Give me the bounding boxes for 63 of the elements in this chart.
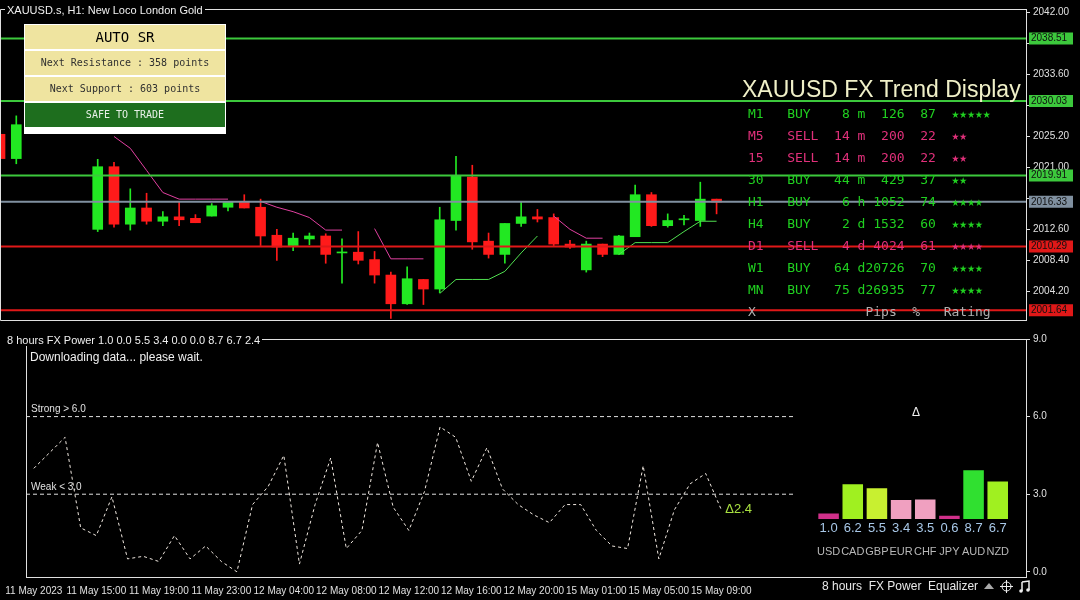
x-tick-label: 11 May 23:00 bbox=[191, 584, 252, 596]
annotation: Downloading data... please wait. bbox=[30, 350, 203, 364]
ref-line-label: 2010.29 bbox=[1031, 240, 1068, 252]
data-label: 6.7 bbox=[988, 520, 1007, 536]
x-tick-label: 11 May 2023 bbox=[5, 584, 63, 596]
annotation: 30 BUY 44 m 429 37 ★★ bbox=[748, 171, 969, 189]
x-tick-label: 12 May 12:00 bbox=[378, 584, 440, 596]
ref-line-label: 2016.33 bbox=[1031, 195, 1068, 207]
y-tick-label: 2025.20 bbox=[1033, 130, 1070, 142]
x-tick-label: 12 May 20:00 bbox=[503, 584, 565, 596]
chart-title: 8 hours FX Power 1.0 0.0 5.5 3.4 0.0 0.0 8.7 6.7 2.4 bbox=[5, 334, 263, 346]
ref-line-label: Weak < 3.0 bbox=[31, 480, 83, 492]
y-tick-label: 2004.20 bbox=[1033, 285, 1070, 297]
y-tick-label: 2042.00 bbox=[1033, 6, 1070, 18]
data-label: 3.5 bbox=[916, 520, 935, 536]
x-tick-label: 12 May 04:00 bbox=[253, 584, 315, 596]
x-tick-label: JPY bbox=[939, 544, 961, 557]
annotation: Δ bbox=[912, 405, 921, 419]
x-tick-label: USD bbox=[816, 544, 841, 557]
annotation: H4 BUY 2 d 1532 60 ★★★★ bbox=[748, 215, 984, 233]
data-label: 3.4 bbox=[892, 520, 911, 536]
y-tick-label: 0.0 bbox=[1033, 565, 1048, 577]
data-label: 6.2 bbox=[843, 520, 862, 536]
x-tick-label: CHF bbox=[913, 544, 937, 557]
x-tick-label: 15 May 09:00 bbox=[691, 584, 753, 596]
annotation: 15 SELL 14 m 200 22 ★★ bbox=[748, 149, 969, 167]
data-label: 0.6 bbox=[940, 520, 959, 536]
annotation: Next Support : 603 points bbox=[25, 77, 225, 101]
y-tick-label: 3.0 bbox=[1033, 487, 1048, 499]
annotation: Next Resistance : 358 points bbox=[25, 51, 225, 75]
x-tick-label: 12 May 16:00 bbox=[441, 584, 503, 596]
x-tick-label: 15 May 01:00 bbox=[566, 584, 628, 596]
x-tick-label: EUR bbox=[889, 544, 913, 557]
annotation: MN BUY 75 d26935 77 ★★★★ bbox=[748, 281, 984, 299]
x-tick-label: AUD bbox=[961, 544, 986, 557]
ref-line-label: 2001.64 bbox=[1031, 303, 1068, 315]
ref-line-label: Strong > 6.0 bbox=[31, 403, 87, 415]
x-tick-label: 11 May 15:00 bbox=[66, 584, 127, 596]
x-tick-label: GBP bbox=[865, 544, 889, 557]
text: AUTO SR bbox=[25, 25, 225, 49]
y-tick-label: 2012.60 bbox=[1033, 223, 1070, 235]
y-tick-label: 2008.40 bbox=[1033, 254, 1070, 266]
text: 8 hours FX Power Equalizer bbox=[822, 579, 979, 593]
x-tick-label: NZD bbox=[986, 544, 1010, 557]
annotation: SAFE TO TRADE bbox=[25, 103, 225, 127]
data-label: 8.7 bbox=[964, 520, 983, 536]
x-tick-label: 15 May 05:00 bbox=[628, 584, 690, 596]
chart-title: XAUUSD.s, H1: New Loco London Gold bbox=[5, 4, 205, 16]
x-tick-label: CAD bbox=[841, 544, 865, 557]
data-label: 5.5 bbox=[867, 520, 886, 536]
data-label: 1.0 bbox=[819, 520, 838, 536]
ref-line-label: 2030.03 bbox=[1031, 94, 1068, 106]
annotation: Δ2.4 bbox=[725, 501, 753, 517]
text: XAUUSD FX Trend Display bbox=[742, 76, 1022, 103]
annotation: W1 BUY 64 d20726 70 ★★★★ bbox=[748, 259, 984, 277]
annotation: M1 BUY 8 m 126 87 ★★★★★ bbox=[748, 105, 992, 123]
ref-line-label: 2038.51 bbox=[1031, 32, 1068, 44]
x-tick-label: 11 May 19:00 bbox=[128, 584, 190, 596]
x-tick-label: 12 May 08:00 bbox=[316, 584, 378, 596]
y-tick-label: 2033.60 bbox=[1033, 68, 1070, 80]
annotation: M5 SELL 14 m 200 22 ★★ bbox=[748, 127, 969, 145]
y-tick-label: 6.0 bbox=[1033, 410, 1048, 422]
y-tick-label: 9.0 bbox=[1033, 332, 1048, 344]
